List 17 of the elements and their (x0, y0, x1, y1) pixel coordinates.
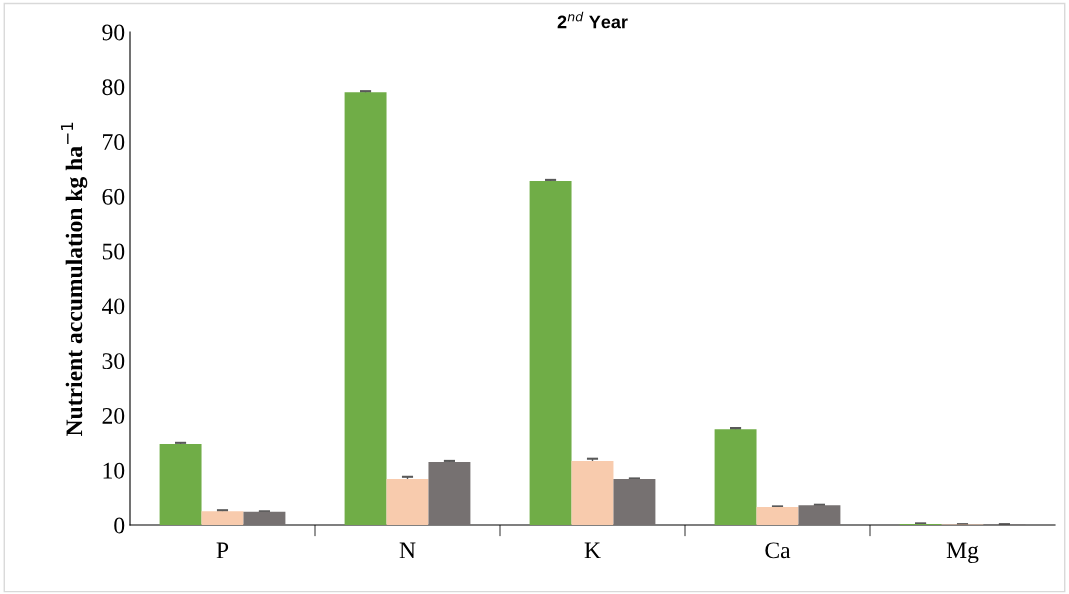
y-tick-label: 60 (102, 188, 125, 205)
x-tick-label: N (399, 542, 416, 559)
y-tick-label: 50 (102, 243, 125, 260)
x-tick-label: Ca (765, 542, 791, 559)
y-tick-label: 0 (114, 517, 125, 534)
y-tick-label: 80 (102, 79, 125, 96)
x-tick-label: Mg (946, 542, 979, 564)
x-tick-label: P (216, 542, 229, 559)
y-tick-label: 40 (101, 298, 125, 315)
y-tick-label: 10 (103, 462, 125, 479)
y-tick-label: 30 (102, 353, 125, 370)
y-tick-label: 90 (102, 24, 125, 41)
y-tick-label: 70 (103, 134, 125, 150)
y-tick-label: 20 (102, 407, 125, 424)
chart-title: 2$^{nd}$ Year (557, 11, 628, 29)
y-axis-title: Nutrient accumulation kg ha$^{−1}$ (60, 122, 88, 437)
x-tick-label: K (584, 542, 601, 559)
